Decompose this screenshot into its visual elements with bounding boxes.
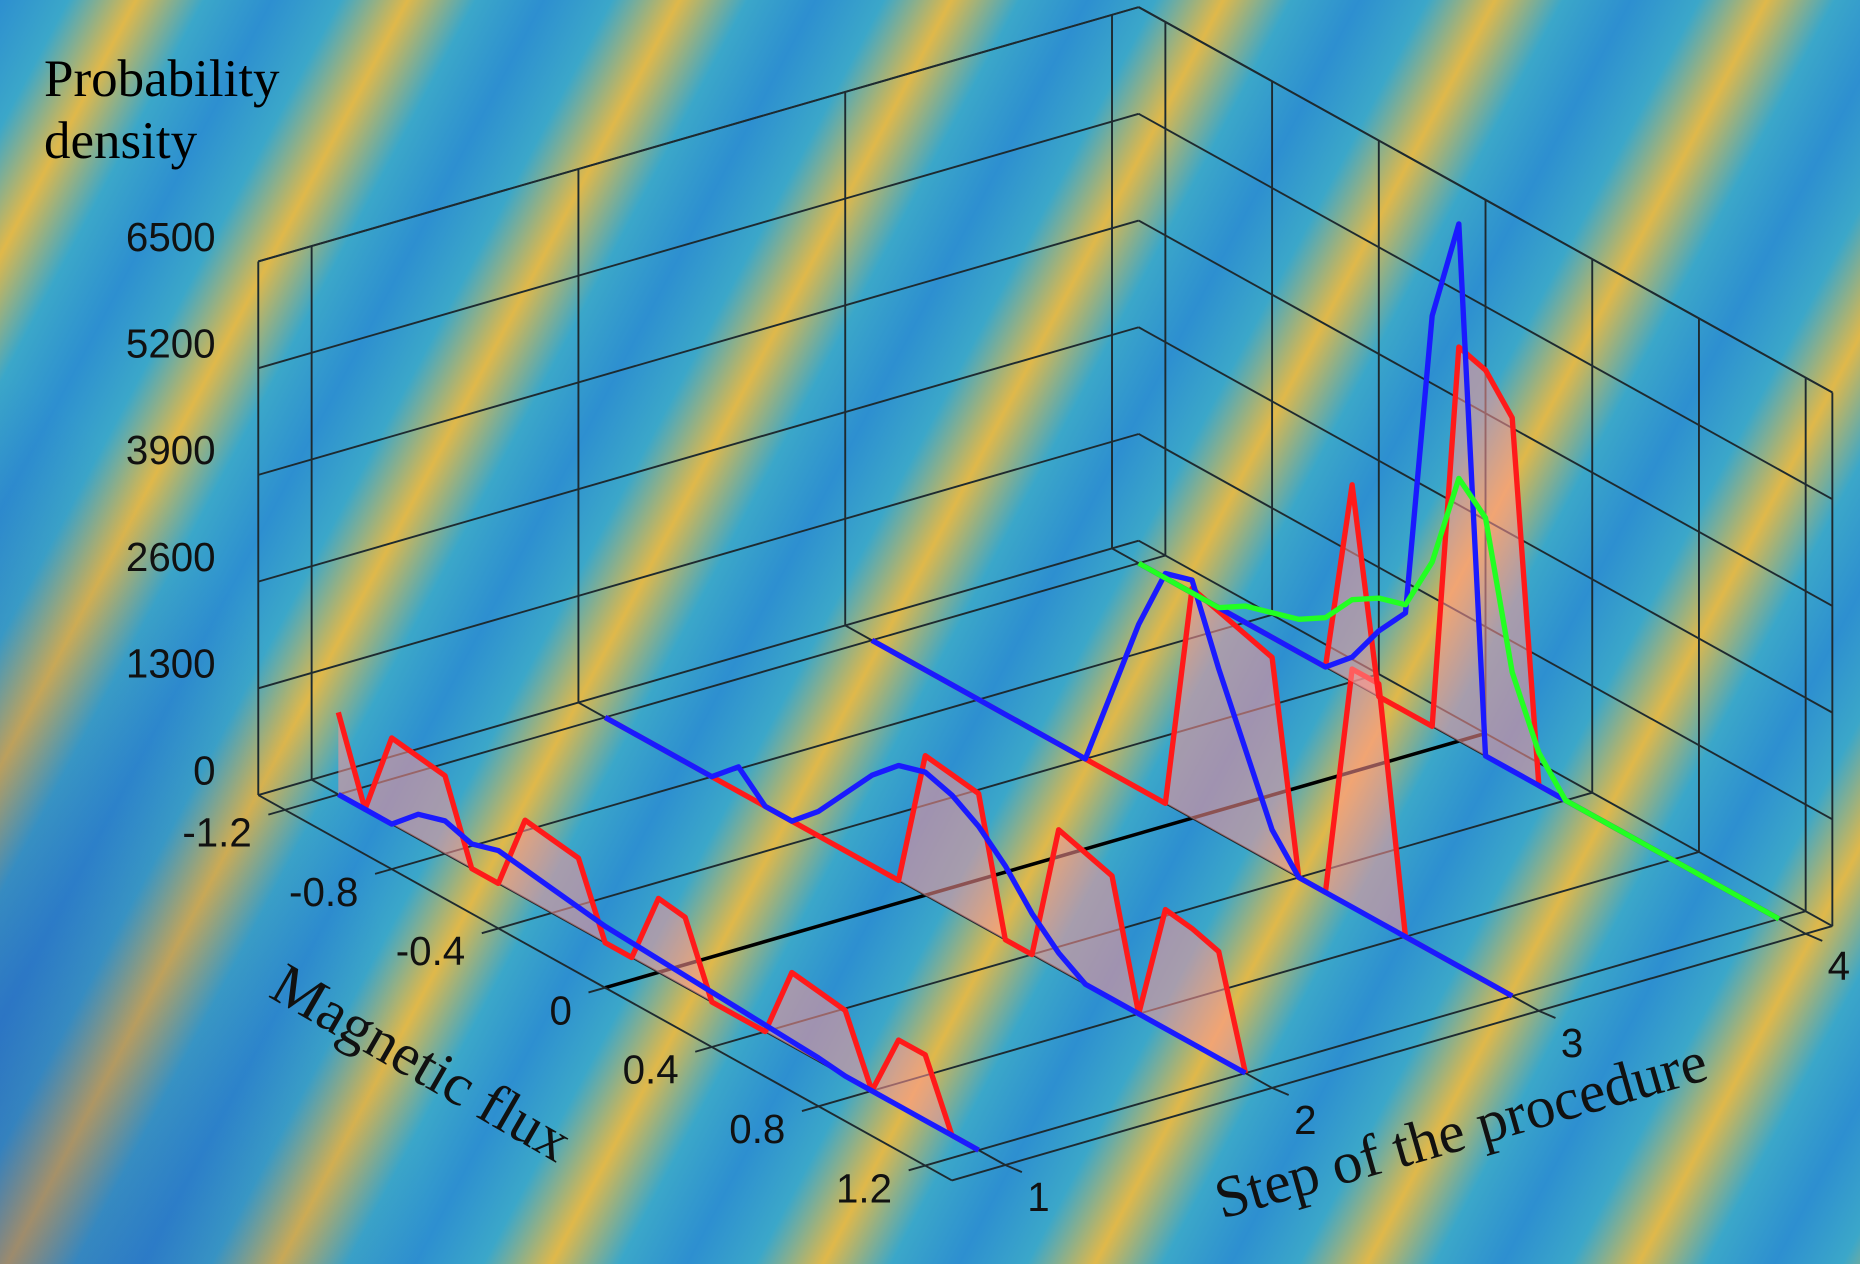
axis-edge	[258, 6, 1139, 263]
x-tick-label: -1.2	[182, 811, 251, 856]
y-tick-label: 1	[1027, 1175, 1049, 1220]
x-tick-label: 0	[549, 988, 571, 1033]
y-tick-label: 4	[1828, 944, 1850, 989]
wall-grid-line	[258, 433, 1139, 690]
series-line	[603, 715, 1247, 1076]
area-fill	[1138, 347, 1779, 919]
x-tick-label: 0.4	[623, 1048, 679, 1093]
y-tick-label: 2	[1294, 1098, 1316, 1143]
z-tick-label: 1300	[126, 642, 216, 687]
z-tick-label: 3900	[126, 428, 216, 473]
x-tick-label: -0.8	[289, 870, 358, 915]
series-line	[1137, 475, 1781, 922]
y-tick	[1805, 932, 1823, 942]
series-line	[870, 570, 1514, 999]
z-tick-label: 6500	[126, 215, 216, 260]
wall-grid-line	[258, 112, 1139, 370]
wall-grid-line	[258, 326, 1139, 583]
wall-grid-line	[1138, 113, 1833, 501]
x-tick	[268, 808, 286, 816]
x-tick-label: -0.4	[396, 929, 465, 974]
x-tick	[694, 1046, 713, 1053]
y-tick-label: 3	[1561, 1021, 1583, 1066]
x-tick-label: 1.2	[836, 1166, 892, 1211]
floor-grid-line	[711, 791, 1593, 1048]
y-tick	[1538, 1009, 1556, 1019]
z-axis-label: Probability density	[44, 50, 280, 170]
x-axis-label: Magnetic flux	[261, 950, 583, 1174]
x-tick	[588, 986, 606, 994]
y-tick	[1004, 1164, 1023, 1173]
z-tick-label: 5200	[126, 321, 216, 366]
axis-edge	[1138, 6, 1833, 394]
series-line	[337, 792, 980, 1153]
z-tick-label: 0	[193, 748, 215, 793]
x-tick	[481, 927, 499, 935]
x-tick	[374, 868, 392, 875]
x-tick	[801, 1105, 819, 1112]
x-tick	[908, 1164, 926, 1172]
z-tick-label: 2600	[126, 535, 216, 580]
x-tick-label: 0.8	[729, 1107, 785, 1152]
floor-grid-line	[924, 910, 1806, 1167]
floor-grid-line	[818, 851, 1700, 1108]
wall-grid-line	[258, 219, 1139, 476]
y-axis-label: Step of the procedure	[1207, 1028, 1714, 1232]
y-tick	[1271, 1087, 1290, 1096]
axis-edge	[951, 925, 1833, 1182]
area-fill	[338, 712, 979, 1151]
